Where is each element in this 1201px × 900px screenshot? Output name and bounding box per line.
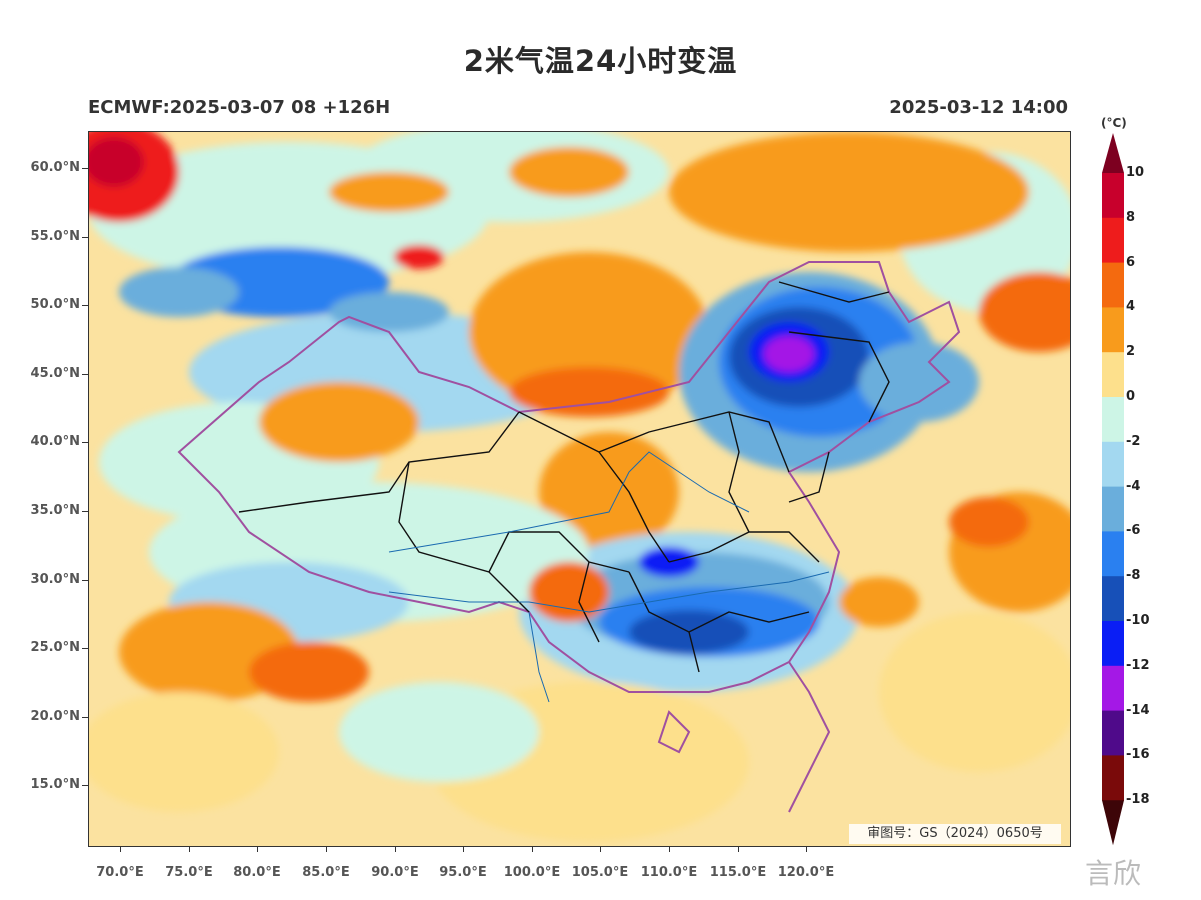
- model-run-label: ECMWF:2025-03-07 08 +126H: [88, 97, 391, 118]
- x-tick: [463, 846, 464, 852]
- y-axis-label: 45.0°N: [30, 366, 80, 381]
- y-axis-label: 20.0°N: [30, 709, 80, 724]
- y-axis-label: 25.0°N: [30, 640, 80, 655]
- x-axis-label: 115.0°E: [709, 865, 767, 880]
- y-axis-label: 35.0°N: [30, 503, 80, 518]
- x-tick: [600, 846, 601, 852]
- y-tick: [82, 237, 88, 238]
- valid-time-label: 2025-03-12 14:00: [889, 97, 1068, 118]
- map-approval-number: 审图号：GS（2024）0650号: [849, 824, 1061, 844]
- colorbar-segment: [1102, 710, 1124, 756]
- colorbar-label: 6: [1126, 254, 1136, 270]
- y-axis-label: 30.0°N: [30, 572, 80, 587]
- colorbar-segment: [1102, 755, 1124, 801]
- y-tick: [82, 648, 88, 649]
- y-tick: [82, 168, 88, 169]
- colorbar-segment: [1102, 352, 1124, 398]
- x-tick: [189, 846, 190, 852]
- y-tick: [82, 717, 88, 718]
- x-tick: [395, 846, 396, 852]
- colorbar-extend-max: [1102, 133, 1124, 173]
- colorbar: [1102, 133, 1124, 846]
- x-axis-label: 105.0°E: [571, 865, 629, 880]
- colorbar-label: -12: [1126, 657, 1150, 673]
- y-tick: [82, 442, 88, 443]
- x-axis-label: 80.0°E: [233, 865, 281, 880]
- colorbar-segment: [1102, 307, 1124, 353]
- y-tick: [82, 785, 88, 786]
- colorbar-label: -14: [1126, 702, 1150, 718]
- colorbar-label: 2: [1126, 344, 1136, 360]
- y-axis-label: 55.0°N: [30, 229, 80, 244]
- colorbar-label: -6: [1126, 523, 1141, 539]
- x-axis-label: 90.0°E: [371, 865, 419, 880]
- y-tick: [82, 305, 88, 306]
- province-borders: [238, 281, 890, 673]
- x-axis-label: 120.0°E: [777, 865, 835, 880]
- colorbar-label: 0: [1126, 389, 1136, 404]
- x-tick: [257, 846, 258, 852]
- rivers: [388, 451, 830, 703]
- y-axis-label: 15.0°N: [30, 777, 80, 792]
- x-axis-label: 95.0°E: [439, 865, 487, 880]
- x-axis-label: 85.0°E: [302, 865, 350, 880]
- colorbar-label: -18: [1126, 792, 1150, 808]
- colorbar-segment: [1102, 397, 1124, 443]
- y-tick: [82, 374, 88, 375]
- colorbar-segment: [1102, 173, 1124, 219]
- x-tick: [806, 846, 807, 852]
- colorbar-segment: [1102, 486, 1124, 532]
- x-tick: [326, 846, 327, 852]
- y-tick: [82, 580, 88, 581]
- x-tick: [532, 846, 533, 852]
- colorbar-label: -10: [1126, 613, 1150, 628]
- x-tick: [669, 846, 670, 852]
- map-title: 2米气温24小时变温: [463, 44, 738, 78]
- colorbar-segment: [1102, 441, 1124, 488]
- colorbar-label: -4: [1126, 478, 1141, 494]
- field-shading: [89, 132, 1070, 842]
- colorbar-segment: [1102, 665, 1124, 712]
- temperature-change-map: [88, 131, 1071, 847]
- colorbar-label: -16: [1126, 747, 1150, 763]
- y-axis-label: 60.0°N: [30, 160, 80, 175]
- map-canvas: [89, 132, 1070, 846]
- colorbar-label: 8: [1126, 209, 1136, 225]
- colorbar-label: 10: [1126, 165, 1145, 180]
- colorbar-label: -2: [1126, 433, 1141, 449]
- colorbar-segment: [1102, 217, 1124, 264]
- y-axis-label: 50.0°N: [30, 297, 80, 312]
- colorbar-label: 4: [1126, 299, 1136, 315]
- colorbar-unit: (°C): [1101, 116, 1127, 130]
- colorbar-extend-min: [1102, 800, 1124, 846]
- colorbar-segment: [1102, 576, 1124, 622]
- x-axis-label: 100.0°E: [503, 865, 561, 880]
- colorbar-segment: [1102, 262, 1124, 308]
- x-axis-label: 70.0°E: [96, 865, 144, 880]
- x-tick: [738, 846, 739, 852]
- watermark-text: 言欣: [1085, 857, 1142, 890]
- colorbar-label: -8: [1126, 568, 1141, 584]
- colorbar-segment: [1102, 621, 1124, 667]
- x-axis-label: 110.0°E: [640, 865, 698, 880]
- colorbar-segment: [1102, 531, 1124, 577]
- y-axis-label: 40.0°N: [30, 434, 80, 449]
- x-axis-label: 75.0°E: [165, 865, 213, 880]
- x-tick: [120, 846, 121, 852]
- y-tick: [82, 511, 88, 512]
